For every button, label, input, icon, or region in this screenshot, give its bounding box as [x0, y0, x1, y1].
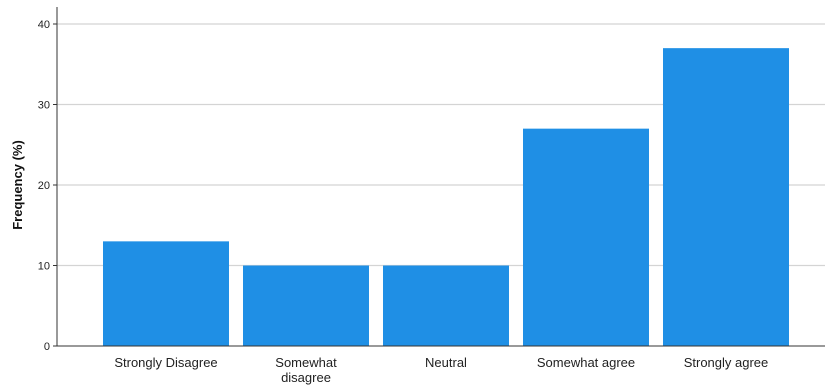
axes	[56, 7, 825, 347]
x-category-label: Strongly Disagree	[114, 355, 217, 370]
y-tick-label: 30	[38, 100, 50, 112]
x-category-label-line: Neutral	[425, 355, 467, 370]
x-category-label-line: Somewhat agree	[537, 355, 635, 370]
bars	[103, 48, 789, 347]
x-category-label-line: Strongly agree	[684, 355, 769, 370]
x-category-label-line: Somewhat	[275, 355, 337, 370]
x-category-label: Somewhat agree	[537, 355, 635, 370]
x-category-label-line: Strongly Disagree	[114, 355, 217, 370]
y-tick-label: 20	[38, 180, 50, 192]
bar	[243, 265, 369, 346]
y-tick-label: 10	[38, 261, 50, 273]
x-category-label-line: disagree	[281, 370, 331, 385]
y-tick-label: 40	[38, 19, 50, 31]
y-tick-label: 0	[44, 341, 50, 353]
y-axis-title: Frequency (%)	[10, 140, 25, 230]
bar	[383, 265, 509, 346]
x-category-label: Strongly agree	[684, 355, 769, 370]
bar	[523, 128, 649, 346]
bar	[663, 48, 789, 347]
x-category-label: Neutral	[425, 355, 467, 370]
y-tick-labels: 0 10 20 30 40	[38, 19, 57, 353]
x-category-labels: Strongly Disagree Somewhat disagree Neutral…	[114, 355, 768, 385]
bar	[103, 241, 229, 346]
x-category-label: Somewhat disagree	[275, 355, 337, 385]
